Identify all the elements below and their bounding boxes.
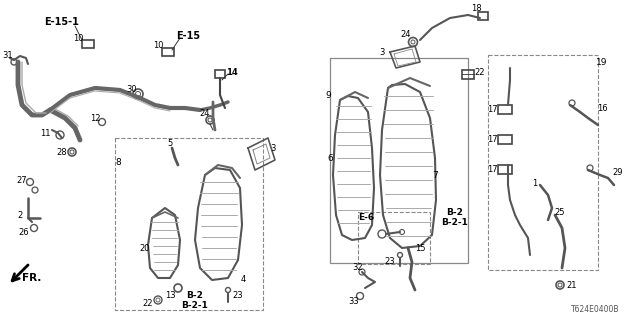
Text: FR.: FR. xyxy=(22,273,42,283)
Text: 17: 17 xyxy=(486,105,497,114)
Text: 13: 13 xyxy=(164,291,175,300)
Bar xyxy=(498,105,512,114)
Text: 1: 1 xyxy=(532,179,538,188)
Bar xyxy=(215,70,225,78)
Text: 22: 22 xyxy=(143,299,153,308)
Text: E-15: E-15 xyxy=(176,31,200,41)
Text: T624E0400B: T624E0400B xyxy=(571,306,620,315)
Text: B-2: B-2 xyxy=(447,207,463,217)
Text: 12: 12 xyxy=(90,114,100,123)
Text: 4: 4 xyxy=(241,276,246,284)
Text: 20: 20 xyxy=(140,244,150,252)
Text: 3: 3 xyxy=(270,143,276,153)
Text: 8: 8 xyxy=(115,157,121,166)
Bar xyxy=(462,70,474,79)
Text: B-2-1: B-2-1 xyxy=(182,300,209,309)
Text: 28: 28 xyxy=(57,148,67,156)
Text: 25: 25 xyxy=(555,207,565,217)
Text: 21: 21 xyxy=(567,281,577,290)
Text: 27: 27 xyxy=(17,175,28,185)
Text: 31: 31 xyxy=(3,51,13,60)
Text: 30: 30 xyxy=(127,84,138,93)
Text: 32: 32 xyxy=(353,263,364,273)
Text: 6: 6 xyxy=(327,154,333,163)
Text: 16: 16 xyxy=(596,103,607,113)
Text: 23: 23 xyxy=(233,291,243,300)
Text: 24: 24 xyxy=(401,29,412,38)
Bar xyxy=(478,12,488,20)
Bar xyxy=(498,135,512,144)
Bar xyxy=(162,48,174,56)
Text: E-15-1: E-15-1 xyxy=(45,17,79,27)
Text: 17: 17 xyxy=(486,134,497,143)
Text: 10: 10 xyxy=(153,41,163,50)
Text: 18: 18 xyxy=(470,4,481,12)
Text: 17: 17 xyxy=(486,164,497,173)
Text: 19: 19 xyxy=(596,58,608,67)
Text: B-2-1: B-2-1 xyxy=(442,218,468,227)
Text: 26: 26 xyxy=(19,228,29,236)
Text: 7: 7 xyxy=(432,171,438,180)
Bar xyxy=(358,212,430,264)
Text: 15: 15 xyxy=(415,244,425,252)
Text: 11: 11 xyxy=(40,129,51,138)
Text: 9: 9 xyxy=(325,91,331,100)
Bar xyxy=(330,58,468,263)
Bar xyxy=(115,138,263,310)
Text: 2: 2 xyxy=(17,211,22,220)
Text: 23: 23 xyxy=(385,258,396,267)
Text: 33: 33 xyxy=(349,298,360,307)
Bar xyxy=(488,55,598,270)
Text: 14: 14 xyxy=(226,68,238,76)
Bar xyxy=(82,40,94,48)
Text: 24: 24 xyxy=(200,108,211,117)
Text: E-6: E-6 xyxy=(358,212,374,221)
Text: 29: 29 xyxy=(612,167,623,177)
Text: 5: 5 xyxy=(168,139,173,148)
Text: 10: 10 xyxy=(73,34,83,43)
Text: 3: 3 xyxy=(380,47,385,57)
Bar xyxy=(498,165,512,174)
Text: B-2: B-2 xyxy=(187,292,204,300)
Text: 22: 22 xyxy=(475,68,485,76)
